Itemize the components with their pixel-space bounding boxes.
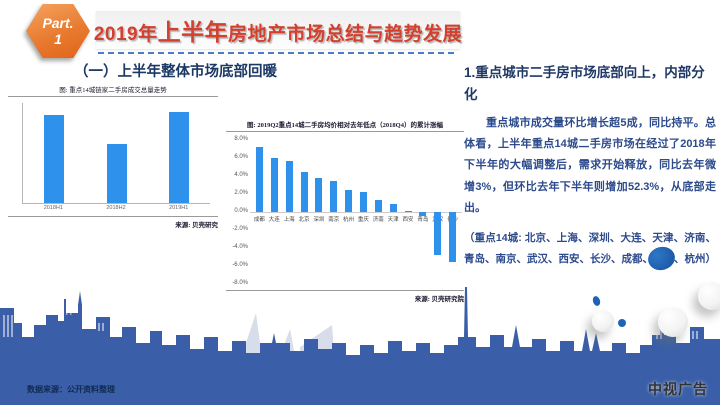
volume-chart-source: 来源: 贝壳研究 [175, 222, 218, 229]
price-bar [270, 158, 278, 212]
price-bar [300, 171, 308, 212]
y-tick-label: 4.0% [234, 172, 248, 178]
title-underline [98, 52, 454, 54]
price-bar [434, 212, 442, 256]
analysis-heading: 1.重点城市二手房市场底部向上，内部分化 [464, 65, 705, 103]
price-bar [389, 203, 397, 212]
y-tick-label: -2.0% [232, 226, 248, 232]
analysis-panel: 1.重点城市二手房市场底部向上，内部分化 重点城市成交量环比增长超5成，同比持平… [464, 62, 716, 270]
city-skyline-graphic [0, 287, 720, 405]
divider [226, 131, 464, 132]
price-chart-caption: 图: 2019Q2重点14城二手房均价相对去年低点（2018Q4）的累计涨幅 [247, 122, 443, 129]
part-badge: Part. 1 [26, 4, 90, 58]
volume-chart-xaxis: 2018H1 2018H2 2019H1 [22, 204, 210, 214]
data-source-note: 数据来源：公开资料整理 [27, 385, 115, 394]
divider [8, 96, 218, 97]
x-tick-label: 2018H1 [43, 205, 63, 211]
price-change-chart: 图: 2019Q2重点14城二手房均价相对去年低点（2018Q4）的累计涨幅 8… [226, 119, 464, 303]
y-tick-label: 6.0% [234, 154, 248, 160]
price-bar [374, 200, 382, 212]
x-tick-label: 2019H1 [169, 205, 189, 211]
price-chart-source: 来源: 贝壳研究院 [414, 296, 464, 303]
y-tick-label: -4.0% [232, 244, 248, 250]
price-bar [330, 181, 338, 212]
city-label: 成都 [253, 217, 265, 223]
watermark: 中视广告 [648, 381, 708, 397]
city-label: 天津 [387, 217, 399, 223]
section-title: （一）上半年整体市场底部回暖 [74, 64, 277, 80]
slide-title-strip: 2019年上半年房地产市场总结与趋势发展 [94, 11, 462, 49]
y-tick-label: 0.0% [234, 208, 248, 214]
divider [226, 290, 464, 291]
price-bar [404, 211, 412, 213]
title-prefix: 2019年 [93, 24, 158, 45]
price-bar [255, 147, 263, 212]
city-label: 大连 [268, 217, 280, 223]
city-label: 上海 [283, 217, 295, 223]
y-tick-label: 8.0% [234, 136, 248, 142]
price-bar [359, 192, 367, 212]
volume-bar [106, 143, 127, 203]
y-tick-label: -8.0% [232, 280, 248, 286]
volume-chart-caption: 图: 重点14城链家二手房成交总量走势 [59, 87, 167, 94]
analysis-paragraph: 重点城市成交量环比增长超5成，同比持平。总体看，上半年重点14城二手房市场在经过… [464, 116, 716, 215]
city-label: 西安 [402, 217, 414, 223]
title-emphasis: 上半年 [157, 19, 229, 45]
city-label: 济南 [372, 217, 384, 223]
volume-trend-chart: 图: 重点14城链家二手房成交总量走势 2018H1 2018H2 2019H1 来… [8, 84, 218, 229]
title-suffix: 房地产市场总结与趋势发展 [228, 24, 463, 45]
part-number: 1 [54, 31, 62, 47]
price-bar [345, 189, 353, 212]
divider [8, 216, 218, 217]
zero-axis-line [250, 212, 462, 213]
x-tick-label: 2018H2 [106, 205, 126, 211]
volume-bar [168, 112, 189, 203]
city-label: 深圳 [313, 217, 325, 223]
slide-title: 2019年上半年房地产市场总结与趋势发展 [94, 13, 462, 47]
decor-circle-large [658, 307, 688, 337]
hexagon-shape: Part. 1 [26, 4, 90, 58]
price-chart-plot: 8.0% 6.0% 4.0% 2.0% 0.0% -2.0% -4.0% -6.0% -8.0%… [226, 136, 464, 288]
price-bar [449, 212, 457, 263]
city-label: 重庆 [357, 217, 369, 223]
skyline-front-layer [0, 287, 720, 405]
volume-bar [44, 114, 65, 203]
decor-circle-top [698, 282, 720, 310]
analysis-note: （重点14城: 北京、上海、深圳、大连、天津、济南、青岛、南京、武汉、西安、长沙… [464, 231, 716, 265]
city-label: 青岛 [417, 217, 429, 223]
y-tick-label: -6.0% [232, 262, 248, 268]
y-tick-label: 2.0% [234, 190, 248, 196]
city-label: 杭州 [343, 217, 355, 223]
decor-circle-small [592, 310, 614, 332]
decor-blue-dot [618, 319, 626, 327]
volume-chart-plot [22, 103, 210, 204]
price-bar [315, 177, 323, 212]
city-label: 北京 [298, 217, 310, 223]
city-label: 南京 [328, 217, 340, 223]
price-bar [419, 212, 427, 216]
part-label: Part. [42, 14, 74, 31]
price-bar [285, 160, 293, 212]
